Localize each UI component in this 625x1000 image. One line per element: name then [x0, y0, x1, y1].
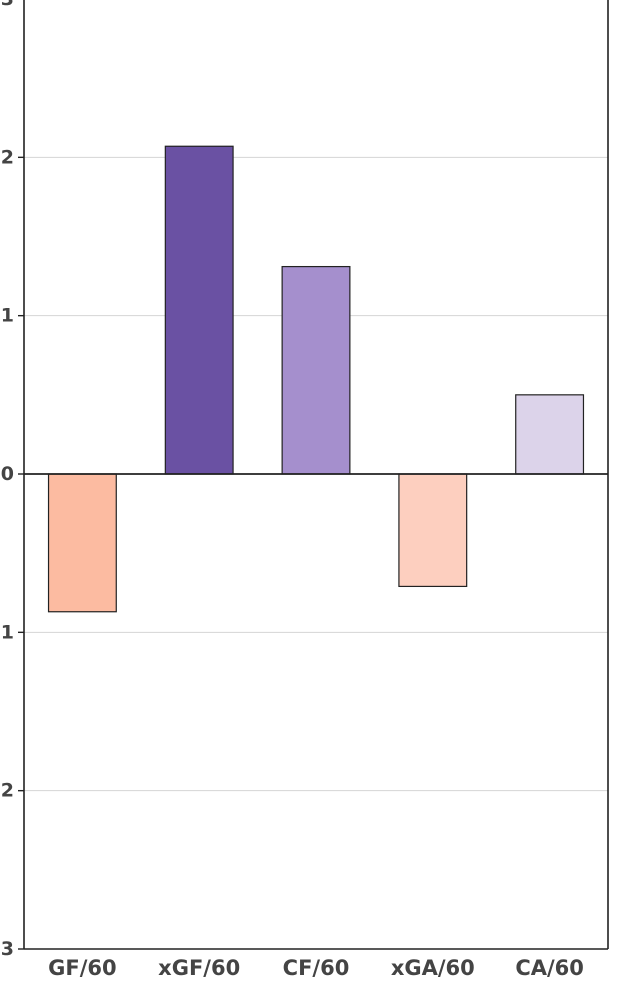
- x-tick-label: xGA/60: [391, 956, 475, 980]
- bar-xgf-60: [164, 145, 234, 475]
- y-tick-label: 0: [1, 463, 14, 485]
- bar-cf-60: [281, 265, 351, 475]
- y-tick-label: 1: [1, 305, 14, 327]
- y-tick-label: 2: [1, 146, 14, 168]
- x-tick-labels: GF/60 xGF/60 CF/60 xGA/60 CA/60: [48, 956, 584, 980]
- x-tick-label: GF/60: [48, 956, 116, 980]
- axes: [18, 0, 609, 950]
- bars: [47, 145, 585, 613]
- y-tick-labels: 3 2 1 0 1 2 3: [1, 0, 14, 960]
- x-tick-label: xGF/60: [158, 956, 240, 980]
- x-tick-label: CA/60: [515, 956, 584, 980]
- bar-ca-60: [515, 394, 585, 475]
- x-tick-label: CF/60: [283, 956, 350, 980]
- y-tick-label: 3: [1, 0, 14, 10]
- bar-gf-60: [47, 473, 117, 613]
- y-tick-label: 2: [1, 780, 14, 802]
- y-tick-label: 3: [1, 938, 14, 960]
- y-tick-label: 1: [1, 621, 14, 643]
- bar-xga-60: [398, 473, 468, 588]
